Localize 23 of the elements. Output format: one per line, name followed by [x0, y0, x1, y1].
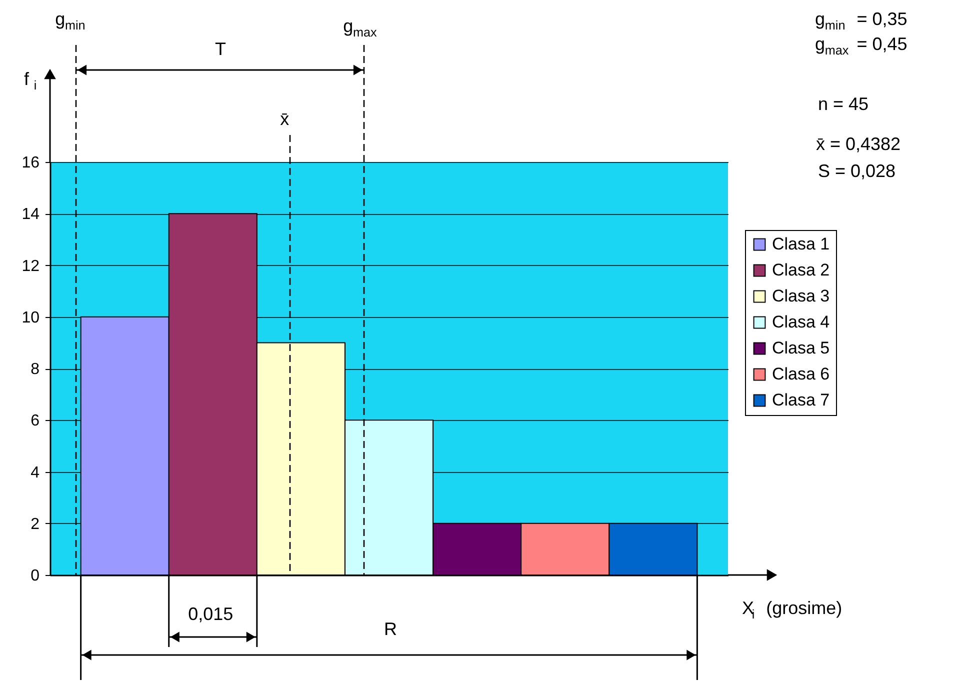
text: S = 0,028 [818, 161, 896, 181]
text: x̄ [280, 109, 290, 129]
text: 0,015 [188, 604, 234, 624]
text: x̄ = 0,4382 [816, 134, 901, 154]
y-tick-label: 12 [22, 258, 40, 275]
legend-label: Clasa 3 [772, 286, 830, 306]
legend-label: Clasa 4 [772, 312, 830, 332]
y-tick-label: 4 [30, 464, 40, 482]
y-tick-label: 0 [30, 568, 40, 584]
text: T [215, 39, 226, 59]
text: n = 45 [818, 94, 869, 114]
legend-label: Clasa 6 [772, 364, 830, 384]
y-tick-label: 2 [30, 516, 40, 533]
legend-label: Clasa 1 [772, 234, 830, 254]
legend-label: Clasa 2 [772, 260, 830, 280]
text: R [384, 619, 398, 639]
y-tick-label: 14 [22, 206, 40, 224]
y-tick-label: 6 [30, 412, 40, 430]
y-tick-label: 8 [30, 361, 40, 378]
legend-label: Clasa 5 [772, 338, 830, 358]
y-tick-label: 16 [22, 154, 40, 172]
legend-label: Clasa 7 [772, 390, 830, 410]
y-tick-label: 10 [22, 309, 40, 326]
